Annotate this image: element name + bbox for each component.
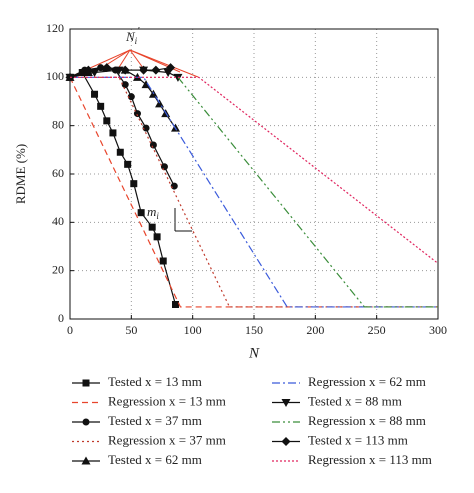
legend-label: Tested x = 113 mm [308, 432, 408, 447]
marker [103, 117, 111, 125]
legend-label: Tested x = 13 mm [108, 374, 202, 389]
y-tick-label: 0 [58, 311, 64, 325]
marker [281, 437, 291, 446]
legend-label: Regression x = 13 mm [108, 393, 226, 408]
annotation-sup: ′ [137, 26, 140, 37]
x-tick-label: 100 [184, 323, 202, 337]
marker [171, 301, 179, 308]
legend-label: Tested x = 62 mm [108, 452, 202, 467]
marker [82, 379, 90, 387]
x-tick-label: 200 [306, 323, 324, 337]
marker [124, 160, 132, 168]
marker [141, 80, 151, 89]
y-tick-label: 40 [52, 214, 64, 228]
annotation-sub: i [135, 36, 138, 46]
legend-label: Tested x = 88 mm [308, 393, 402, 408]
marker [82, 418, 90, 426]
marker [148, 223, 156, 231]
x-tick-label: 250 [368, 323, 386, 337]
x-tick-label: 300 [429, 323, 447, 337]
marker [97, 102, 105, 110]
legend-label: Tested x = 37 mm [108, 413, 202, 428]
legend-label: Regression x = 62 mm [308, 374, 426, 389]
y-tick-label: 100 [46, 69, 64, 83]
series-line [69, 67, 176, 129]
marker [160, 163, 168, 171]
legend-label: Regression x = 113 mm [308, 452, 432, 467]
y-tick-label: 60 [52, 166, 64, 180]
marker [155, 99, 165, 108]
marker [170, 182, 178, 190]
annotation: Ni′ [125, 26, 140, 46]
marker [116, 148, 124, 156]
marker [120, 65, 130, 75]
series-line [69, 77, 438, 308]
marker [137, 209, 145, 217]
y-axis-label: RDME (%) [13, 144, 28, 204]
marker [121, 81, 129, 89]
x-tick-label: 50 [125, 323, 137, 337]
marker [130, 180, 138, 188]
marker [149, 141, 157, 149]
marker [151, 65, 161, 75]
x-axis-label: N [248, 345, 260, 361]
slope-marker [174, 208, 192, 232]
annotation-base: N [125, 29, 136, 44]
marker [90, 69, 100, 77]
annotation-sub: i [156, 211, 159, 221]
x-tick-label: 150 [245, 323, 263, 337]
plot-frame [69, 28, 439, 320]
marker [127, 93, 135, 101]
marker [159, 257, 167, 265]
marker [281, 399, 291, 407]
marker [153, 233, 161, 241]
marker [142, 124, 150, 132]
marker [133, 110, 141, 118]
annotation: mi [147, 204, 159, 221]
marker [109, 129, 117, 137]
y-tick-label: 20 [52, 262, 64, 276]
marker [139, 65, 149, 75]
x-tick-label: 0 [67, 323, 73, 337]
series-line [70, 76, 438, 308]
marker [81, 456, 91, 465]
y-tick-label: 80 [52, 117, 64, 131]
marker [83, 65, 93, 75]
series-line [70, 76, 438, 308]
legend-label: Regression x = 37 mm [108, 432, 226, 447]
marker [166, 63, 176, 73]
series-line [70, 76, 439, 264]
marker [91, 90, 99, 98]
series-line [177, 76, 438, 308]
y-tick-label: 120 [46, 21, 64, 35]
annotation-base: m [147, 204, 156, 219]
marker [102, 63, 112, 73]
legend-label: Regression x = 88 mm [308, 413, 426, 428]
